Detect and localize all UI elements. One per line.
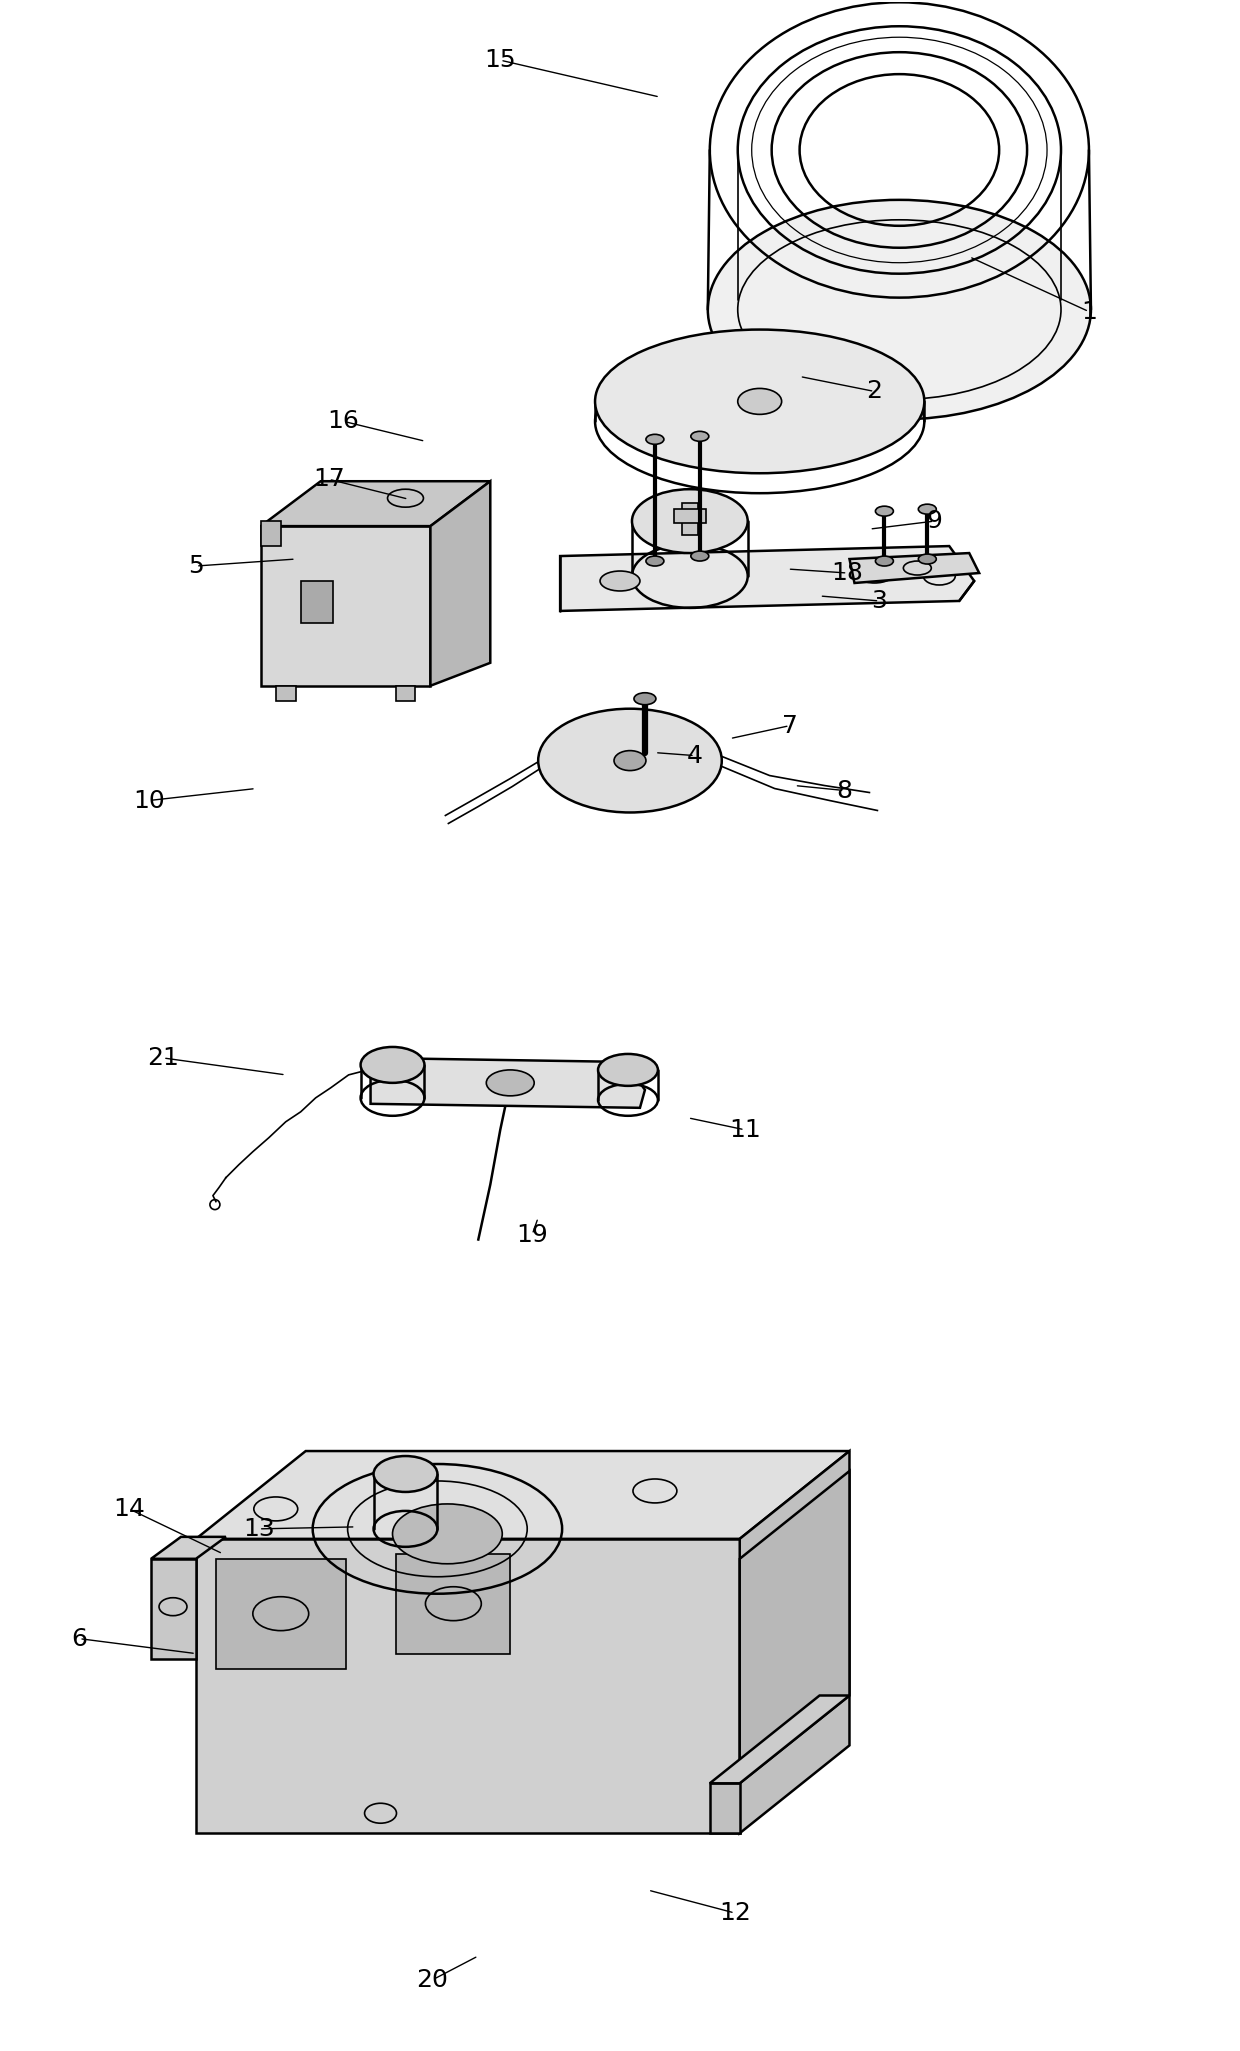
- Bar: [396, 685, 415, 701]
- Bar: [673, 509, 706, 523]
- Polygon shape: [196, 1538, 740, 1834]
- Text: 16: 16: [327, 410, 360, 433]
- Ellipse shape: [361, 1046, 424, 1083]
- Ellipse shape: [598, 1054, 658, 1085]
- Ellipse shape: [486, 1071, 534, 1095]
- Polygon shape: [260, 527, 430, 685]
- Bar: [275, 685, 295, 701]
- Text: 17: 17: [312, 468, 345, 492]
- Text: 14: 14: [113, 1497, 145, 1522]
- Polygon shape: [560, 546, 975, 611]
- Bar: [216, 1559, 346, 1670]
- Polygon shape: [151, 1559, 196, 1659]
- Text: 21: 21: [148, 1046, 179, 1071]
- Text: 15: 15: [485, 47, 516, 72]
- Ellipse shape: [614, 751, 646, 771]
- Text: 9: 9: [926, 509, 942, 533]
- Text: 3: 3: [872, 589, 888, 613]
- Ellipse shape: [854, 564, 894, 582]
- Ellipse shape: [634, 693, 656, 706]
- Polygon shape: [430, 482, 490, 685]
- Bar: [396, 1555, 510, 1653]
- Ellipse shape: [708, 199, 1091, 418]
- Text: 5: 5: [188, 554, 203, 578]
- Text: 1: 1: [1081, 299, 1097, 324]
- Polygon shape: [196, 1450, 849, 1538]
- Text: 20: 20: [417, 1967, 449, 1992]
- Bar: [301, 580, 332, 624]
- Ellipse shape: [875, 507, 893, 517]
- Ellipse shape: [373, 1456, 438, 1491]
- Ellipse shape: [691, 431, 709, 441]
- Polygon shape: [849, 554, 980, 582]
- Ellipse shape: [646, 435, 663, 445]
- Text: 18: 18: [832, 562, 863, 585]
- Polygon shape: [709, 1782, 740, 1834]
- Text: 2: 2: [867, 379, 883, 404]
- Ellipse shape: [738, 388, 781, 414]
- Ellipse shape: [600, 570, 640, 591]
- Text: 11: 11: [729, 1118, 760, 1142]
- Ellipse shape: [646, 556, 663, 566]
- Text: 7: 7: [781, 714, 797, 738]
- Polygon shape: [740, 1450, 849, 1834]
- Ellipse shape: [919, 554, 936, 564]
- Polygon shape: [260, 482, 490, 527]
- Ellipse shape: [595, 330, 924, 474]
- Bar: [682, 502, 698, 535]
- Polygon shape: [371, 1058, 645, 1108]
- Text: 12: 12: [719, 1901, 750, 1926]
- Ellipse shape: [691, 552, 709, 562]
- Ellipse shape: [632, 490, 748, 554]
- Polygon shape: [740, 1471, 849, 1782]
- Text: 19: 19: [516, 1222, 548, 1247]
- Ellipse shape: [919, 505, 936, 515]
- Ellipse shape: [875, 556, 893, 566]
- Text: 13: 13: [243, 1518, 275, 1540]
- Ellipse shape: [393, 1503, 502, 1563]
- Polygon shape: [260, 521, 280, 546]
- Text: 6: 6: [71, 1626, 87, 1651]
- Text: 4: 4: [687, 745, 703, 767]
- Text: 8: 8: [837, 779, 852, 802]
- Text: 10: 10: [133, 788, 165, 812]
- Polygon shape: [709, 1696, 849, 1782]
- Ellipse shape: [538, 710, 722, 812]
- Polygon shape: [151, 1536, 226, 1559]
